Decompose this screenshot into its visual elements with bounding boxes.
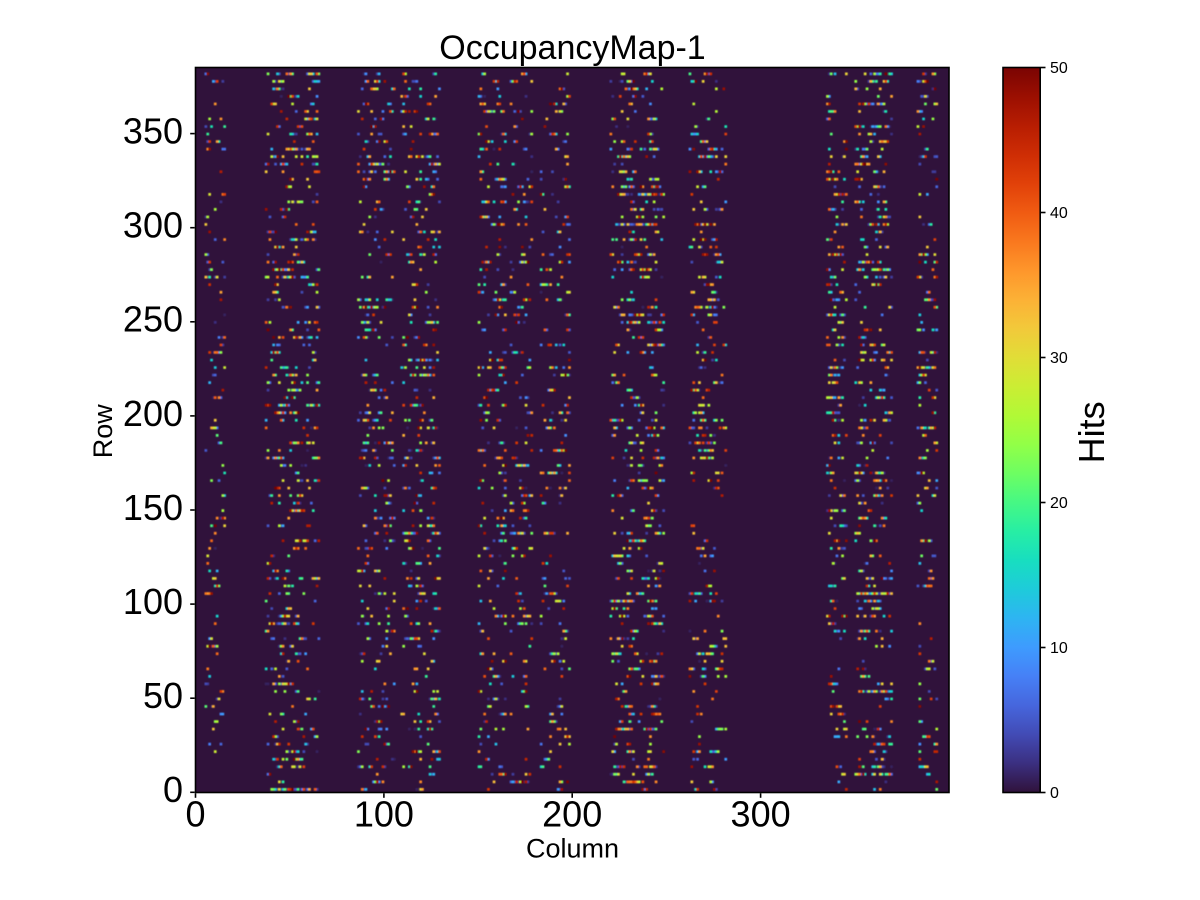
- svg-text:50: 50: [143, 675, 183, 716]
- svg-text:200: 200: [123, 393, 183, 434]
- svg-text:200: 200: [542, 794, 602, 835]
- svg-text:300: 300: [731, 794, 791, 835]
- svg-text:Row: Row: [88, 404, 118, 459]
- svg-text:100: 100: [354, 794, 414, 835]
- svg-text:250: 250: [123, 299, 183, 340]
- svg-text:Column: Column: [526, 834, 619, 864]
- svg-text:40: 40: [1050, 205, 1068, 222]
- svg-text:100: 100: [123, 581, 183, 622]
- svg-text:300: 300: [123, 205, 183, 246]
- svg-text:50: 50: [1050, 60, 1068, 77]
- svg-text:150: 150: [123, 487, 183, 528]
- svg-text:350: 350: [123, 111, 183, 152]
- svg-text:Hits: Hits: [1071, 401, 1112, 463]
- svg-text:0: 0: [163, 769, 183, 810]
- svg-text:10: 10: [1050, 640, 1068, 657]
- svg-text:0: 0: [185, 794, 205, 835]
- svg-text:30: 30: [1050, 350, 1068, 367]
- svg-text:0: 0: [1050, 785, 1059, 802]
- svg-text:20: 20: [1050, 495, 1068, 512]
- svg-text:OccupancyMap-1: OccupancyMap-1: [439, 29, 705, 67]
